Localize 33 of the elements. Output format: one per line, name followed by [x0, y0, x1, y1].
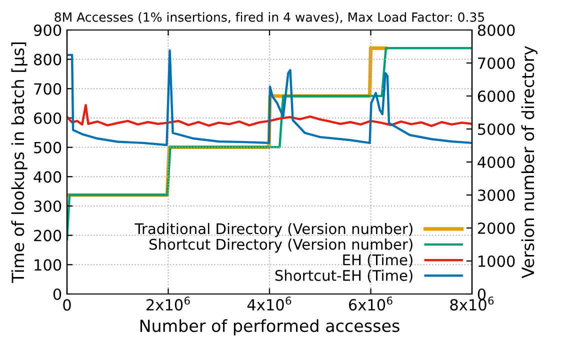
line-series	[67, 104, 472, 128]
y2-tick-label: 7000	[478, 57, 515, 70]
legend-label: Traditional Directory (Version number)	[134, 222, 412, 238]
x-tick-label: 6x10$^{6}$	[348, 296, 392, 311]
y-tick-label: 800	[34, 54, 62, 66]
y2-tick-label: 2000	[478, 222, 515, 234]
y2-tick-label: 1000	[478, 255, 515, 268]
y-tick-label: 400	[34, 171, 62, 183]
x-axis-title: Number of performed accesses	[140, 319, 400, 336]
x-tick-label: 4x10$^{6}$	[247, 296, 292, 311]
legend-label: Shortcut Directory (Version number)	[149, 238, 412, 253]
y-tick-label: 600	[34, 112, 62, 124]
y-tick-label: 300	[34, 200, 62, 212]
y2-tick-label: 3000	[478, 189, 515, 202]
y-tick-label: 900	[34, 24, 62, 36]
y2-tick-label: 0	[478, 288, 486, 300]
y2-tick-label: 4000	[478, 156, 515, 168]
y-tick-label: 100	[34, 259, 62, 271]
chart-title: 8M Accesses (1% insertions, fired in 4 waves), Max Load Factor: 0.35	[54, 12, 484, 24]
y2-axis-title: Version number of directory	[521, 46, 538, 278]
legend-label: Shortcut-EH (Time)	[275, 270, 412, 283]
legend-label: EH (Time)	[343, 254, 412, 268]
line-series	[67, 49, 472, 146]
y-tick-label: 200	[34, 230, 62, 242]
y2-tick-label: 5000	[478, 123, 515, 136]
y-tick-label: 0	[53, 288, 62, 300]
y2-tick-label: 8000	[478, 24, 515, 36]
y-axis-title: Time of lookups in batch [µs]	[11, 42, 28, 283]
y2-tick-label: 6000	[478, 90, 515, 102]
y-tick-label: 500	[34, 142, 62, 154]
x-tick-label: 0	[63, 299, 71, 311]
x-tick-label: 2x10$^{6}$	[146, 296, 190, 311]
y-tick-label: 700	[34, 83, 62, 95]
